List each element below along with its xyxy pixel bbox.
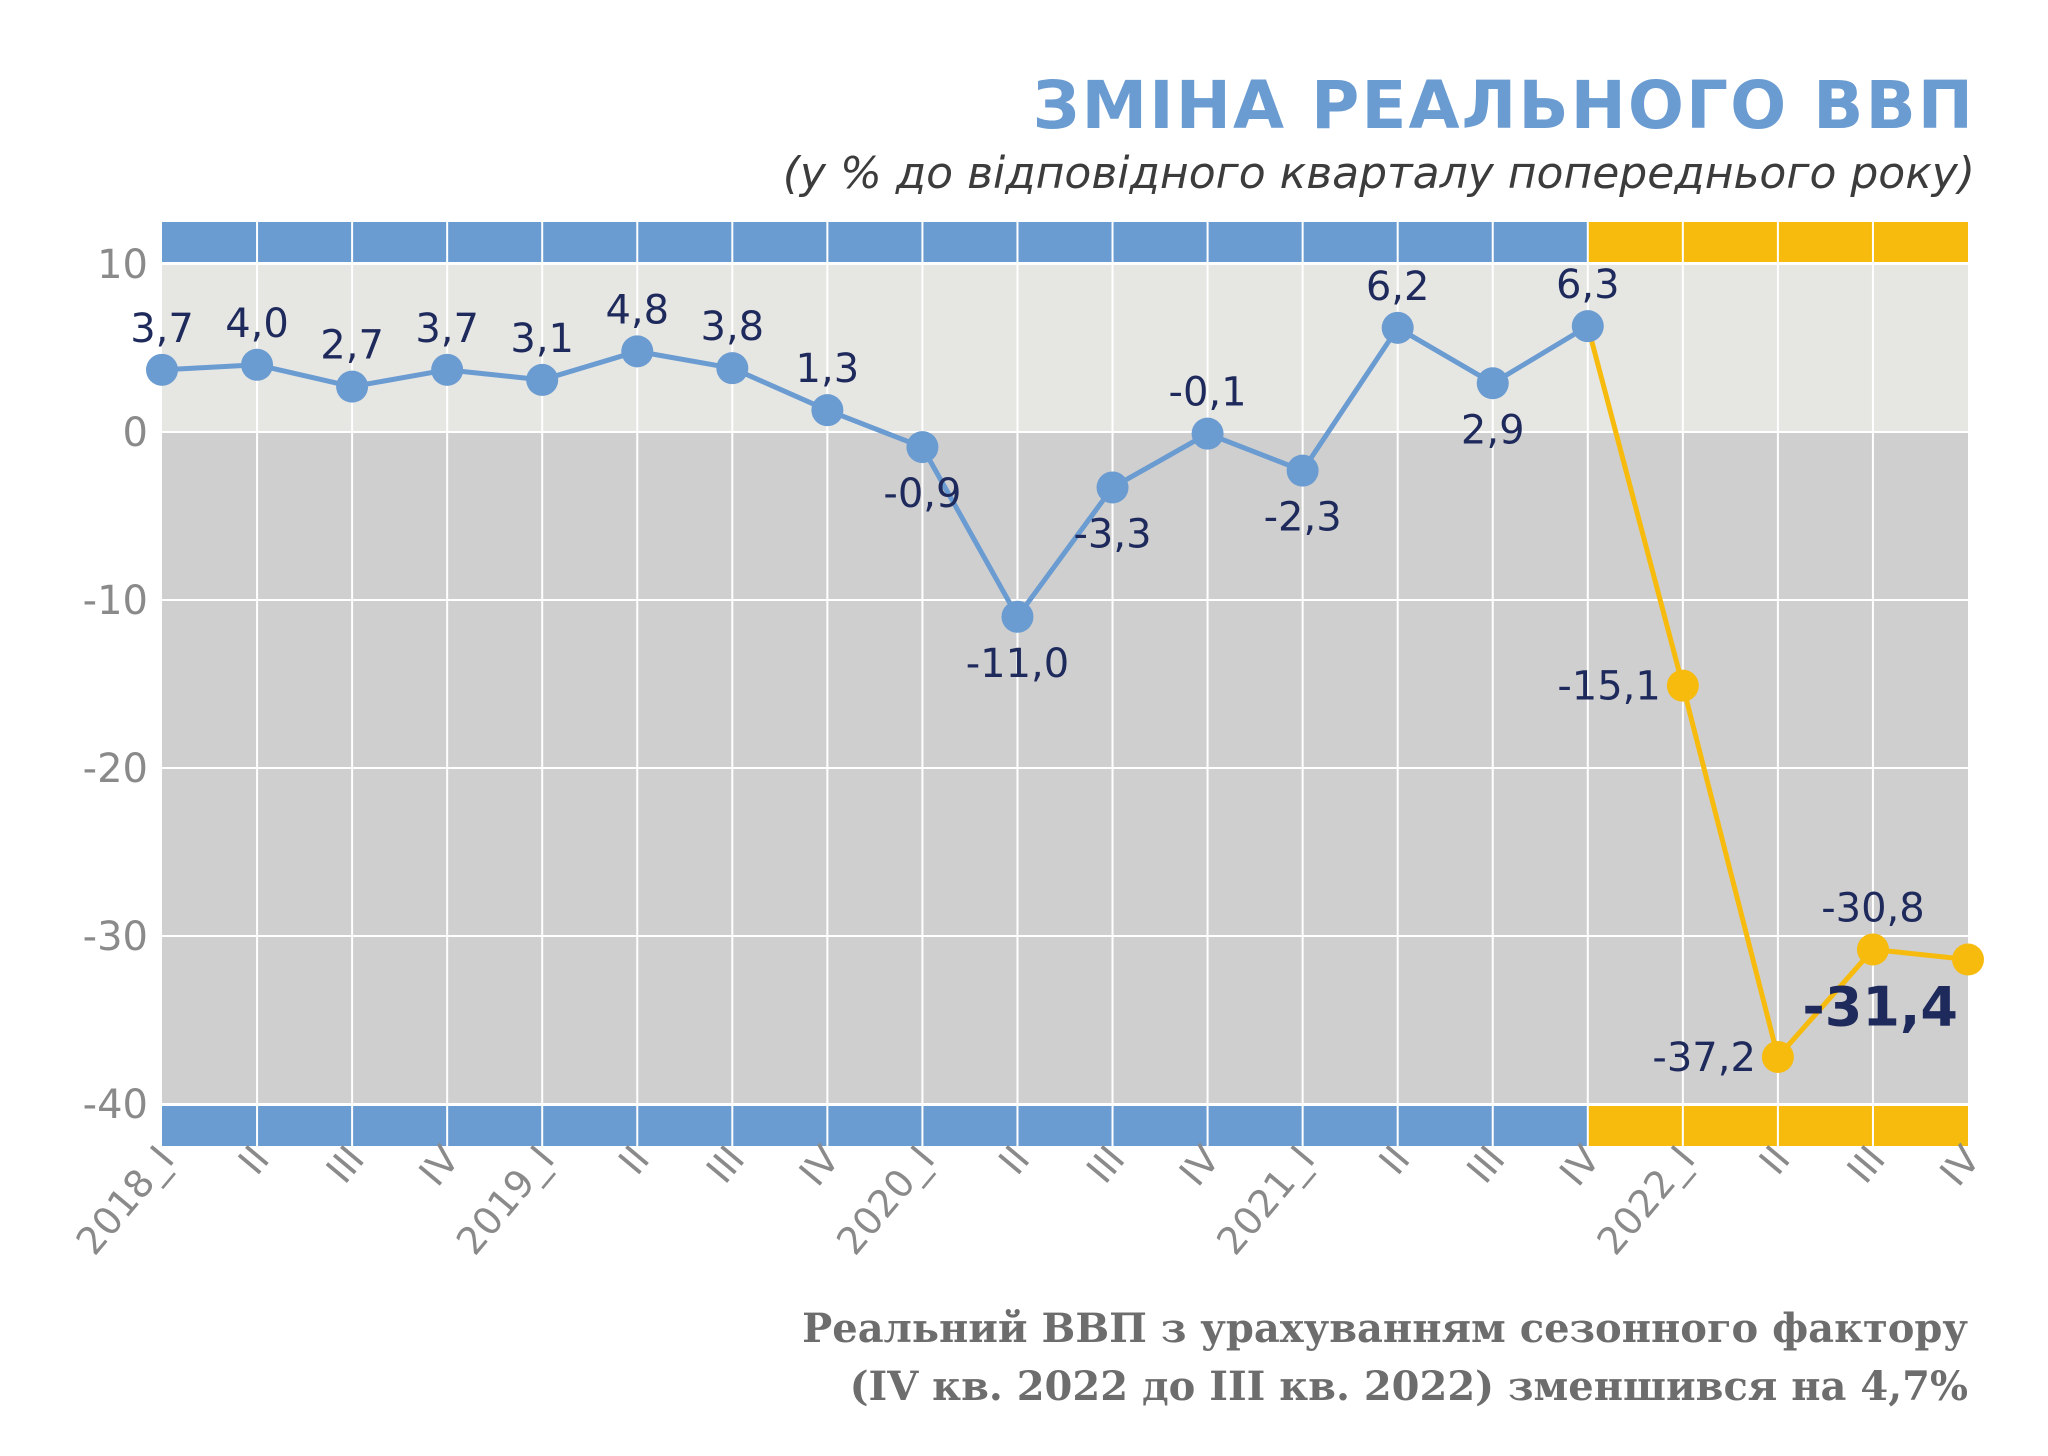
data-label: 3,8 — [701, 304, 765, 350]
x-tick-label: IV — [410, 1137, 468, 1194]
y-tick-label: 10 — [97, 242, 148, 288]
data-label: -31,4 — [1802, 976, 1958, 1039]
x-tick-label: 2021_I — [1208, 1138, 1323, 1264]
data-label: -15,1 — [1557, 664, 1661, 710]
data-labels: 3,7 4,0 2,7 3,7 3,1 4,8 3,8 1,3 -0,9 -11,0 -3,3 -0,… — [130, 262, 1958, 1081]
series-line-2018-2021 — [161, 324, 1590, 620]
data-point — [621, 335, 654, 368]
y-tick-label: 0 — [123, 410, 148, 456]
footnote-line-2: (IV кв. 2022 до III кв. 2022) зменшився … — [850, 1363, 1968, 1410]
x-tick-label: IV — [1171, 1137, 1229, 1194]
band-top-blue — [162, 222, 1588, 262]
data-point — [1666, 669, 1699, 702]
data-label: 6,3 — [1556, 262, 1620, 308]
y-tick-label: -30 — [83, 914, 148, 960]
data-point — [146, 353, 178, 386]
series-points — [146, 310, 1984, 1073]
data-point — [1096, 471, 1129, 504]
data-point — [1476, 367, 1509, 400]
x-tick-label: 2020_I — [828, 1138, 943, 1264]
data-point — [336, 370, 369, 403]
x-tick-label: 2018_I — [68, 1138, 183, 1264]
band-bottom-blue — [162, 1106, 1588, 1146]
chart-subtitle: (у % до відповідного кварталу попередньо… — [783, 148, 1975, 199]
data-point — [1001, 600, 1034, 633]
data-label: 1,3 — [796, 346, 860, 392]
data-point — [241, 348, 274, 381]
data-label: 4,8 — [605, 287, 669, 333]
chart-title: ЗМІНА РЕАЛЬНОГО ВВП — [1033, 67, 1975, 144]
data-label: -37,2 — [1652, 1035, 1756, 1081]
y-tick-label: -40 — [83, 1082, 148, 1128]
data-point — [1952, 943, 1984, 976]
y-tick-label: -20 — [83, 746, 148, 792]
data-point — [526, 363, 559, 396]
data-label: 6,2 — [1366, 264, 1430, 310]
data-point — [431, 353, 464, 386]
x-tick-label: IV — [1551, 1137, 1609, 1194]
data-label: -0,9 — [883, 471, 961, 517]
y-axis-ticks: 10 0 -10 -20 -30 -40 — [83, 242, 148, 1128]
data-point — [716, 352, 749, 385]
data-label: -30,8 — [1821, 885, 1925, 931]
data-point — [811, 394, 844, 427]
data-label: 3,7 — [415, 306, 479, 352]
x-tick-label: 2019_I — [448, 1138, 563, 1264]
data-label: 2,7 — [320, 323, 384, 369]
data-label: -11,0 — [966, 641, 1070, 687]
data-point — [1286, 454, 1319, 487]
data-label: 4,0 — [225, 301, 289, 347]
data-label: -2,3 — [1264, 495, 1342, 541]
data-label: -0,1 — [1169, 370, 1247, 416]
data-point — [1191, 417, 1224, 450]
x-tick-label: 2022_I — [1588, 1138, 1703, 1264]
plot-area-positive — [162, 264, 1968, 432]
data-point — [1761, 1040, 1794, 1073]
data-label: 2,9 — [1461, 407, 1525, 453]
x-tick-label: IV — [1931, 1137, 1989, 1194]
data-point — [1571, 310, 1604, 343]
period-bands — [162, 222, 1968, 1146]
data-label: -3,3 — [1074, 511, 1152, 557]
data-point — [1381, 311, 1414, 344]
y-tick-label: -10 — [83, 578, 148, 624]
data-label: 3,1 — [510, 316, 574, 362]
footnote-line-1: Реальний ВВП з урахуванням сезонного фак… — [802, 1305, 1968, 1352]
data-label: 3,7 — [130, 306, 194, 352]
grid-lines — [162, 263, 1968, 1105]
x-tick-label: IV — [791, 1137, 849, 1194]
data-point — [1856, 933, 1889, 966]
data-point — [906, 431, 939, 464]
